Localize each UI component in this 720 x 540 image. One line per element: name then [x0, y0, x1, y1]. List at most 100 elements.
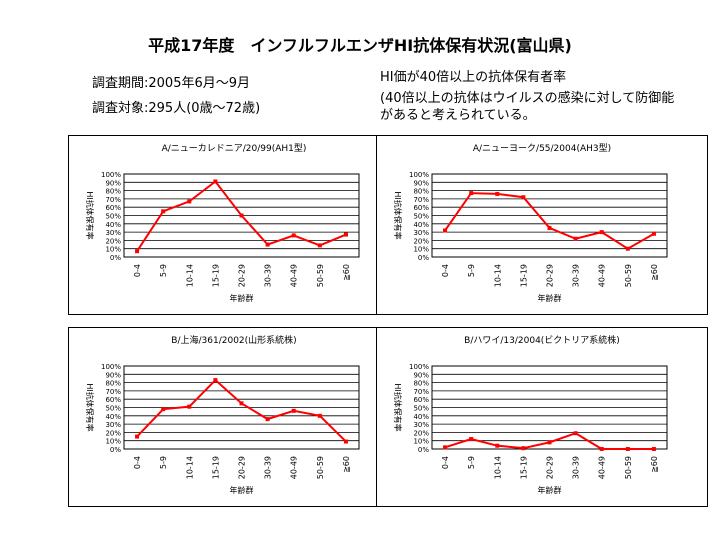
y-tick-label: 90%	[413, 179, 429, 187]
x-tick-label: 10-14	[185, 456, 194, 479]
data-point	[625, 447, 630, 451]
x-tick-label: 15-19	[519, 456, 528, 479]
y-tick-label: 60%	[105, 396, 121, 404]
data-point	[625, 246, 630, 251]
y-tick-label: 70%	[105, 196, 121, 204]
x-tick-label: 0-4	[441, 264, 450, 277]
x-tick-label: 5-9	[159, 264, 168, 277]
x-tick-label: 40-49	[598, 264, 607, 287]
y-tick-label: 50%	[105, 405, 121, 413]
x-tick-label: 5-9	[467, 264, 476, 277]
data-point	[135, 249, 140, 254]
y-tick-label: 80%	[105, 188, 121, 196]
x-tick-label: ≧60	[342, 456, 351, 473]
y-tick-label: 90%	[105, 371, 121, 379]
data-point	[187, 199, 192, 204]
x-tick-label: 5-9	[159, 456, 168, 469]
y-tick-label: 50%	[413, 405, 429, 413]
x-tick-label: 20-29	[546, 264, 555, 287]
x-tick-label: 5-9	[467, 456, 476, 469]
x-tick-label: 10-14	[185, 264, 194, 287]
x-tick-label: 30-39	[572, 264, 581, 287]
y-tick-label: 60%	[413, 396, 429, 404]
y-tick-label: 90%	[105, 179, 121, 187]
y-tick-label: 0%	[418, 254, 429, 262]
chart-panel-3: B/上海/361/2002(山形系統株) 0% 10% 20% 30% 40% 50% 60%…	[68, 327, 400, 507]
x-tick-label: 10-14	[493, 264, 502, 287]
y-tick-label: 20%	[105, 237, 121, 245]
x-tick-label: 15-19	[211, 456, 220, 479]
x-tick-label: 40-49	[290, 264, 299, 287]
x-tick-label: 0-4	[133, 264, 142, 277]
x-tick-label: 20-29	[238, 456, 247, 479]
y-tick-label: 0%	[418, 446, 429, 454]
chart-title: B/ハワイ/13/2004(ビクトリア系統株)	[464, 334, 620, 346]
y-tick-label: 40%	[413, 413, 429, 421]
y-tick-label: 40%	[105, 413, 121, 421]
data-point	[291, 408, 296, 413]
x-axis-label: 年齢群	[230, 293, 254, 303]
description-body: (40倍以上の抗体はウイルスの感染に対して防御能があると考えられている。	[380, 91, 675, 123]
y-tick-label: 10%	[105, 246, 121, 254]
y-axis-label: HI抗体保有率	[393, 383, 403, 431]
y-tick-label: 20%	[413, 429, 429, 437]
data-point	[521, 446, 526, 451]
data-point	[573, 431, 578, 436]
data-point	[469, 191, 474, 196]
data-point	[469, 437, 474, 442]
chart-b-victoria: B/ハワイ/13/2004(ビクトリア系統株) 0%10%20%30%40%50%…	[393, 334, 668, 495]
x-tick-label: 30-39	[264, 264, 273, 287]
data-point	[135, 434, 140, 439]
y-axis-label: HI抗体保有率	[85, 383, 95, 431]
y-tick-label: 60%	[413, 204, 429, 212]
y-tick-label: 40%	[105, 221, 121, 229]
x-tick-label: 20-29	[546, 456, 555, 479]
data-point	[599, 447, 604, 451]
y-tick-label: 50%	[413, 213, 429, 221]
survey-subjects: 調査対象:295人(0歳～72歳)	[92, 101, 261, 116]
y-tick-label: 0%	[110, 254, 121, 262]
x-tick-label: 40-49	[290, 456, 299, 479]
y-axis-label: HI抗体保有率	[393, 191, 403, 239]
data-point	[443, 228, 448, 233]
y-axis-label: HI抗体保有率	[85, 191, 95, 239]
data-point	[239, 213, 244, 218]
x-tick-label: 40-49	[598, 456, 607, 479]
chart-title: B/上海/361/2002(山形系統株)	[171, 334, 296, 346]
x-tick-label: 15-19	[211, 264, 220, 287]
data-point	[265, 242, 270, 247]
y-tick-label: 10%	[413, 438, 429, 446]
y-tick-label: 80%	[105, 380, 121, 388]
survey-period: 調査期間:2005年6月～9月	[92, 76, 251, 91]
chart-panel-1: A/ニューカレドニア/20/99(AH1型) 0% 10% 20% 30% 40% 50% 6…	[68, 135, 400, 315]
y-tick-label: 100%	[409, 171, 429, 179]
x-tick-label: ≧60	[342, 264, 351, 281]
x-tick-label: 50-59	[624, 264, 633, 287]
y-tick-label: 60%	[105, 204, 121, 212]
y-tick-label: 70%	[413, 388, 429, 396]
x-axis-label: 年齢群	[538, 293, 562, 303]
data-point	[161, 407, 166, 412]
chart-title: A/ニューカレドニア/20/99(AH1型)	[162, 143, 307, 154]
data-point	[239, 401, 244, 406]
x-tick-label: ≧60	[650, 264, 659, 281]
data-point	[495, 443, 500, 448]
x-tick-label: 0-4	[133, 456, 142, 469]
x-tick-label: 20-29	[238, 264, 247, 287]
y-tick-label: 30%	[413, 229, 429, 237]
x-tick-label: 50-59	[316, 264, 325, 287]
y-tick-label: 100%	[101, 363, 121, 371]
chart-ah1: A/ニューカレドニア/20/99(AH1型) 0%10%20%30%40%50%6…	[85, 143, 360, 303]
chart-title: A/ニューヨーク/55/2004(AH3型)	[473, 143, 611, 154]
data-point	[161, 209, 166, 214]
data-point	[547, 225, 552, 230]
y-tick-label: 0%	[110, 446, 121, 454]
y-tick-label: 100%	[409, 363, 429, 371]
data-point	[291, 233, 296, 238]
y-tick-label: 10%	[105, 438, 121, 446]
y-tick-label: 80%	[413, 188, 429, 196]
y-tick-label: 90%	[413, 371, 429, 379]
chart-b-yamagata: B/上海/361/2002(山形系統株) 0%10%20%30%40%50%60%…	[85, 334, 360, 495]
y-tick-label: 30%	[105, 229, 121, 237]
data-point	[651, 231, 656, 236]
